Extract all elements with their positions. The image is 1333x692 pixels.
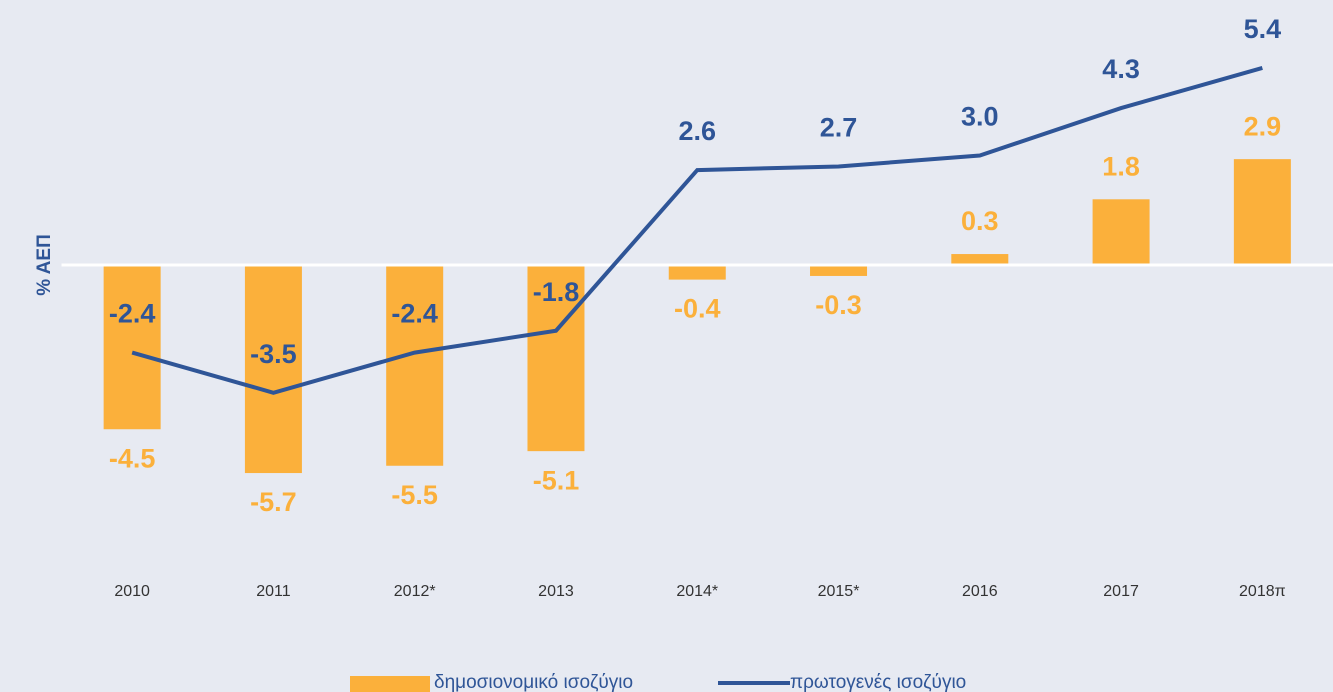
data-label: 1.8 xyxy=(1102,151,1140,181)
data-label: -1.8 xyxy=(533,277,580,307)
data-label: -0.3 xyxy=(815,290,862,320)
x-tick-label: 2016 xyxy=(962,583,998,600)
bar xyxy=(810,265,868,276)
legend-label: πρωτογενές ισοζύγιο xyxy=(790,672,966,692)
data-label: 2.9 xyxy=(1244,111,1282,141)
bar xyxy=(668,265,726,280)
line xyxy=(131,65,1263,395)
legend-swatch xyxy=(350,676,430,692)
data-label: 4.3 xyxy=(1102,54,1140,84)
bar xyxy=(1092,199,1150,265)
bar xyxy=(244,265,302,474)
x-tick-label: 2017 xyxy=(1103,583,1139,600)
data-label: 2.6 xyxy=(678,116,716,146)
data-label: -5.1 xyxy=(533,465,580,495)
bar xyxy=(103,265,161,430)
x-tick-label: 2015* xyxy=(818,583,860,600)
bar xyxy=(386,265,444,466)
bar xyxy=(1233,159,1291,265)
x-tick-label: 2010 xyxy=(114,583,150,600)
x-tick-label: 2013 xyxy=(538,583,574,600)
data-label: -5.5 xyxy=(391,480,438,510)
data-label: 0.3 xyxy=(961,206,999,236)
data-label: -2.4 xyxy=(109,299,156,329)
data-label: 2.7 xyxy=(820,113,858,143)
y-axis-label: % ΑΕΠ xyxy=(34,234,55,296)
bar xyxy=(527,265,585,452)
data-label: 5.4 xyxy=(1244,14,1282,44)
data-label: -4.5 xyxy=(109,443,156,473)
x-tick-label: 2018π xyxy=(1239,583,1286,600)
x-tick-label: 2011 xyxy=(256,583,291,600)
data-label: -5.7 xyxy=(250,487,297,517)
data-label: -2.4 xyxy=(391,299,438,329)
x-tick-label: 2014* xyxy=(676,583,718,600)
data-label: -0.4 xyxy=(674,294,721,324)
data-label: 3.0 xyxy=(961,102,999,132)
data-label: -3.5 xyxy=(250,339,297,369)
legend-label: δημοσιονομικό ισοζύγιο xyxy=(434,672,633,692)
x-tick-label: 2012* xyxy=(394,583,436,600)
bar xyxy=(951,254,1009,265)
